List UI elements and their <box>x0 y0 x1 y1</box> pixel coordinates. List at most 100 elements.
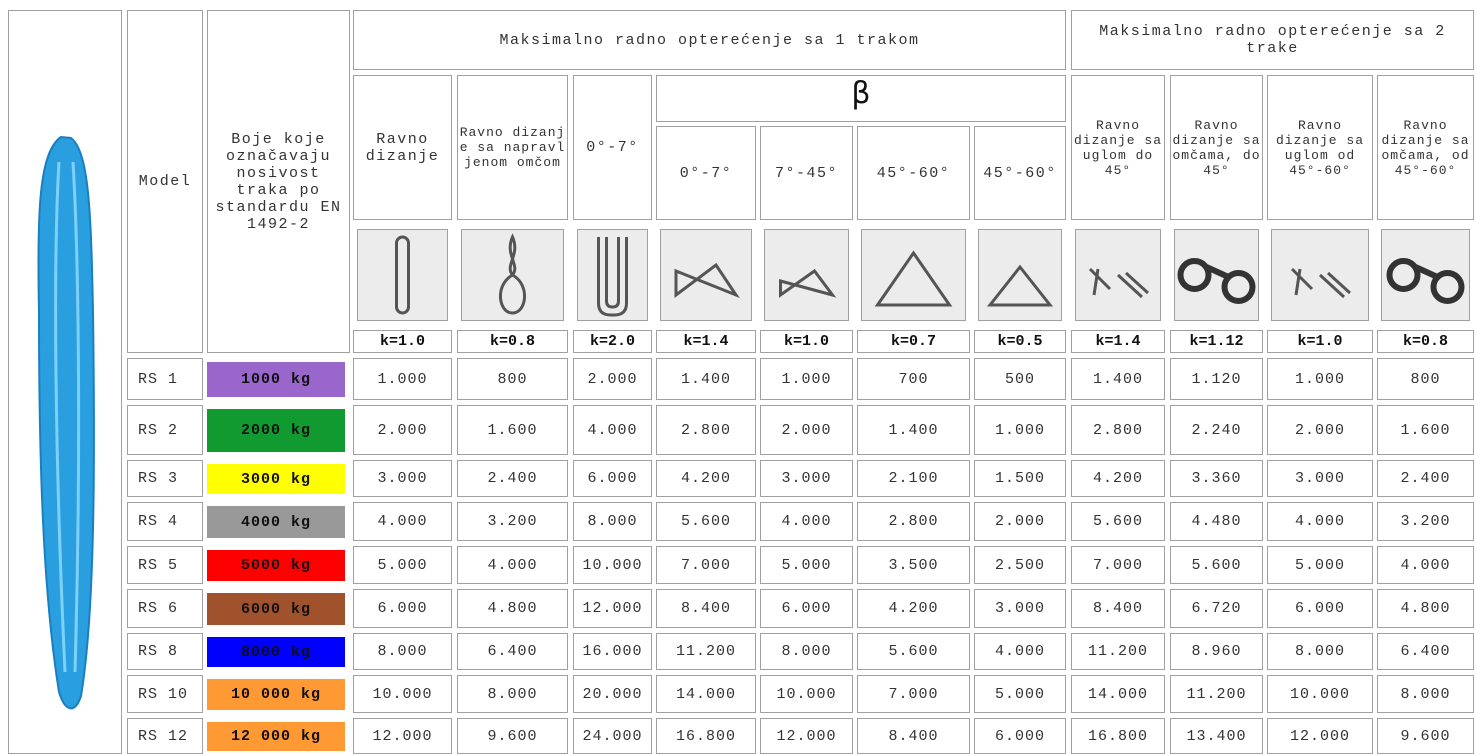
load-value-text: 3.000 <box>377 470 427 487</box>
load-value-text: 1.600 <box>1400 422 1450 439</box>
column-header: Ravno dizanje sa omčama, do 45° <box>1170 75 1263 220</box>
load-value-text: 500 <box>1005 371 1035 388</box>
load-value: 11.200 <box>656 633 756 670</box>
k-factor-text: k=1.4 <box>1095 333 1140 350</box>
load-value-text: 5.000 <box>377 557 427 574</box>
load-value: 5.600 <box>857 633 970 670</box>
load-value-text: 12.000 <box>582 600 642 617</box>
load-value-text: 6.720 <box>1191 600 1241 617</box>
load-value: 24.000 <box>573 718 652 754</box>
load-value-text: 5.600 <box>1191 557 1241 574</box>
k-factor-text: k=1.0 <box>380 333 425 350</box>
load-value-text: 6.000 <box>1295 600 1345 617</box>
column-header-text: 0°-7° <box>680 165 733 182</box>
load-value: 4.200 <box>857 589 970 628</box>
load-value: 8.400 <box>857 718 970 754</box>
load-value-text: 5.000 <box>995 686 1045 703</box>
model-cell-text: RS 6 <box>138 600 178 617</box>
model-cell: RS 10 <box>127 675 203 713</box>
load-value: 10.000 <box>760 675 853 713</box>
load-value: 4.000 <box>573 405 652 455</box>
model-cell-text: RS 12 <box>138 728 188 745</box>
load-value: 11.200 <box>1170 675 1263 713</box>
model-cell-text: RS 4 <box>138 513 178 530</box>
load-value: 2.400 <box>457 460 568 497</box>
load-value: 3.360 <box>1170 460 1263 497</box>
load-value-text: 4.000 <box>995 643 1045 660</box>
load-value: 9.600 <box>457 718 568 754</box>
column-header: 7°-45° <box>760 126 853 220</box>
k-factor: k=0.8 <box>1377 330 1474 353</box>
load-value: 8.000 <box>573 502 652 541</box>
capacity-cell-text: 3000 kg <box>241 471 311 488</box>
load-value: 2.000 <box>974 502 1066 541</box>
load-value-text: 4.480 <box>1191 513 1241 530</box>
load-icon <box>1071 225 1165 325</box>
icon-drawing <box>357 229 448 321</box>
load-value: 4.000 <box>974 633 1066 670</box>
load-value-text: 9.600 <box>1400 728 1450 745</box>
load-value: 1.600 <box>457 405 568 455</box>
load-value-text: 14.000 <box>1088 686 1148 703</box>
k-factor-text: k=0.5 <box>997 333 1042 350</box>
load-value: 3.500 <box>857 546 970 584</box>
load-value: 12.000 <box>353 718 452 754</box>
model-cell-text: RS 3 <box>138 470 178 487</box>
load-value: 20.000 <box>573 675 652 713</box>
load-value-text: 8.000 <box>1400 686 1450 703</box>
load-value: 4.480 <box>1170 502 1263 541</box>
load-value: 700 <box>857 358 970 400</box>
load-value-text: 7.000 <box>888 686 938 703</box>
load-value-text: 2.800 <box>681 422 731 439</box>
load-value-text: 4.800 <box>487 600 537 617</box>
load-value-text: 4.000 <box>1400 557 1450 574</box>
load-value: 12.000 <box>573 589 652 628</box>
load-value: 5.600 <box>1071 502 1165 541</box>
load-value-text: 1.400 <box>1093 371 1143 388</box>
load-value-text: 16.800 <box>676 728 736 745</box>
column-header-text: Ravno dizanje sa napravljenom omčom <box>459 125 566 170</box>
load-value-text: 4.200 <box>681 470 731 487</box>
load-value-text: 1.000 <box>1295 371 1345 388</box>
load-icon <box>457 225 568 325</box>
load-value-text: 7.000 <box>681 557 731 574</box>
load-value: 8.000 <box>1267 633 1373 670</box>
model-cell: RS 4 <box>127 502 203 541</box>
load-value-text: 13.400 <box>1186 728 1246 745</box>
load-value: 10.000 <box>353 675 452 713</box>
model-cell-text: RS 8 <box>138 643 178 660</box>
k-factor-text: k=1.12 <box>1189 333 1243 350</box>
load-value-text: 2.240 <box>1191 422 1241 439</box>
load-value-text: 8.000 <box>377 643 427 660</box>
load-value-text: 800 <box>1410 371 1440 388</box>
load-value-text: 700 <box>898 371 928 388</box>
load-value: 4.800 <box>1377 589 1474 628</box>
load-value-text: 3.000 <box>995 600 1045 617</box>
load-value-text: 4.800 <box>1400 600 1450 617</box>
load-value-text: 7.000 <box>1093 557 1143 574</box>
k-factor-text: k=0.7 <box>891 333 936 350</box>
load-value: 2.800 <box>656 405 756 455</box>
load-value-text: 3.000 <box>1295 470 1345 487</box>
load-icon <box>353 225 452 325</box>
k-factor: k=0.7 <box>857 330 970 353</box>
load-value-text: 14.000 <box>676 686 736 703</box>
load-value: 3.000 <box>760 460 853 497</box>
load-value-text: 11.200 <box>1186 686 1246 703</box>
model-header-text: Model <box>139 173 192 190</box>
load-value: 4.000 <box>760 502 853 541</box>
capacity-cell-text: 4000 kg <box>241 514 311 531</box>
capacity-cell-text: 2000 kg <box>241 422 311 439</box>
column-header-text: 0°-7° <box>586 139 639 156</box>
load-value: 6.000 <box>573 460 652 497</box>
load-value: 6.000 <box>760 589 853 628</box>
load-value: 6.720 <box>1170 589 1263 628</box>
model-cell-text: RS 1 <box>138 371 178 388</box>
load-value: 5.000 <box>974 675 1066 713</box>
capacity-cell: 10 000 kg <box>207 679 345 710</box>
load-icon <box>760 225 853 325</box>
icon-drawing <box>1075 229 1161 321</box>
k-factor-text: k=1.4 <box>683 333 728 350</box>
load-value: 1.400 <box>1071 358 1165 400</box>
load-value: 6.400 <box>457 633 568 670</box>
